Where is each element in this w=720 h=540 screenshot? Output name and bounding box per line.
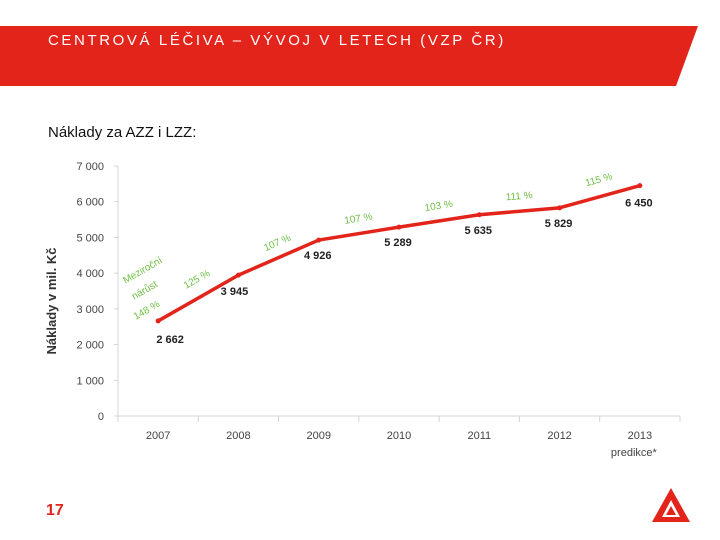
growth-label: 107 % [344,211,374,226]
page-number: 17 [46,502,64,519]
growth-label: 115 % [584,171,614,189]
growth-label: 107 % [262,233,292,254]
growth-annotation-line: Meziroční [121,255,164,286]
data-label: 5 829 [545,218,573,230]
x-tick-label: 2011 [467,430,491,442]
growth-label: 103 % [424,199,454,214]
title-banner [0,26,720,86]
data-point [235,272,241,278]
x-tick-label: 2013 [628,430,652,442]
y-tick-label: 7 000 [76,161,104,173]
y-tick-label: 5 000 [76,232,104,244]
y-tick-label: 2 000 [76,340,104,352]
data-point [637,183,643,189]
growth-label: 125 % [182,268,212,292]
title-banner-shape [0,26,698,86]
y-tick-label: 3 000 [76,304,104,316]
x-tick-label: 2008 [226,430,250,442]
series-line [156,183,642,323]
data-label: 6 450 [625,198,653,210]
x-tick-label: 2009 [306,430,330,442]
x-tick-label: 2007 [146,430,170,442]
data-point [557,205,563,211]
data-label: 5 635 [465,225,493,237]
data-point [155,318,161,324]
data-point [396,224,402,230]
data-point [316,237,322,243]
y-tick-label: 6 000 [76,197,104,209]
y-axis-title: Náklady v mil. Kč [44,248,59,355]
data-label: 2 662 [156,334,184,346]
x-tick-label: 2010 [387,430,411,442]
company-logo-icon [652,488,690,522]
y-tick-label: 1 000 [76,375,104,387]
data-label: 3 945 [221,286,249,298]
slide-title: CENTROVÁ LÉČIVA – VÝVOJ V LETECH (VZP ČR… [48,32,506,49]
x-tick-label: 2012 [547,430,571,442]
slide-subtitle: Náklady za AZZ i LZZ: [48,124,197,141]
y-tick-label: 0 [98,411,104,423]
y-tick-label: 4 000 [76,268,104,280]
x-sublabel-predikce: predikce* [611,447,658,459]
data-label: 5 289 [384,237,412,249]
data-point [476,212,482,218]
growth-label: 111 % [505,190,533,203]
data-label: 4 926 [304,250,332,262]
